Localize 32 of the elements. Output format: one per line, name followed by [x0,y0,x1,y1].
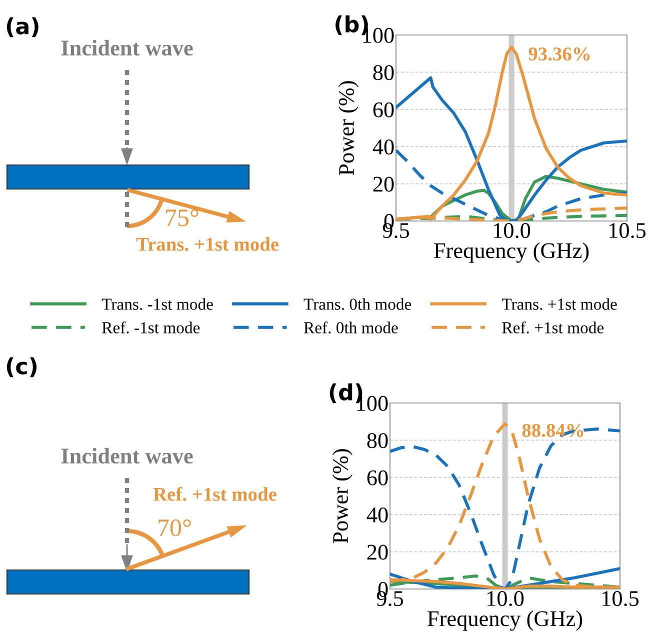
text: 75° [166,209,198,226]
text: Trans. +1st mode [136,237,279,251]
x-axis-title: Frequency (GHz) [434,242,589,263]
annotation: 88.84% [522,424,584,438]
text: Incident wave [61,40,193,56]
y-tick-label: 20 [367,544,388,560]
text: (c) [6,357,37,378]
y-tick-label: 20 [373,176,394,192]
text: (a) [6,17,38,38]
y-tick-label: 80 [373,65,394,80]
x-tick-label: 10.0 [488,591,524,606]
y-axis-title: Power (%) [338,81,358,176]
y-tick-label: 40 [372,140,394,155]
x-tick-label: 10.5 [602,591,639,606]
legend-label: Trans. +1st mode [502,298,617,310]
text: Incident wave [61,448,193,464]
y-tick-label: 80 [367,433,388,448]
x-tick-label: 10.0 [494,223,530,238]
legend-label: Trans. -1st mode [102,298,213,310]
x-tick-label: 10.5 [610,223,646,238]
legend-label: Ref. +1st mode [502,321,604,334]
legend-label: Trans. 0th mode [304,298,412,310]
y-tick-label: 60 [373,102,394,118]
text: 70° [158,519,191,536]
y-axis-title: Power (%) [332,449,352,544]
x-axis-title: Frequency (GHz) [428,610,582,631]
text: Ref. +1st mode [153,486,276,501]
y-tick-label: 60 [367,470,388,486]
legend-label: Ref. 0th mode [304,321,398,334]
legend-label: Ref. -1st mode [102,321,200,334]
y-tick-label: 40 [366,508,388,523]
annotation: 93.36% [528,47,590,61]
